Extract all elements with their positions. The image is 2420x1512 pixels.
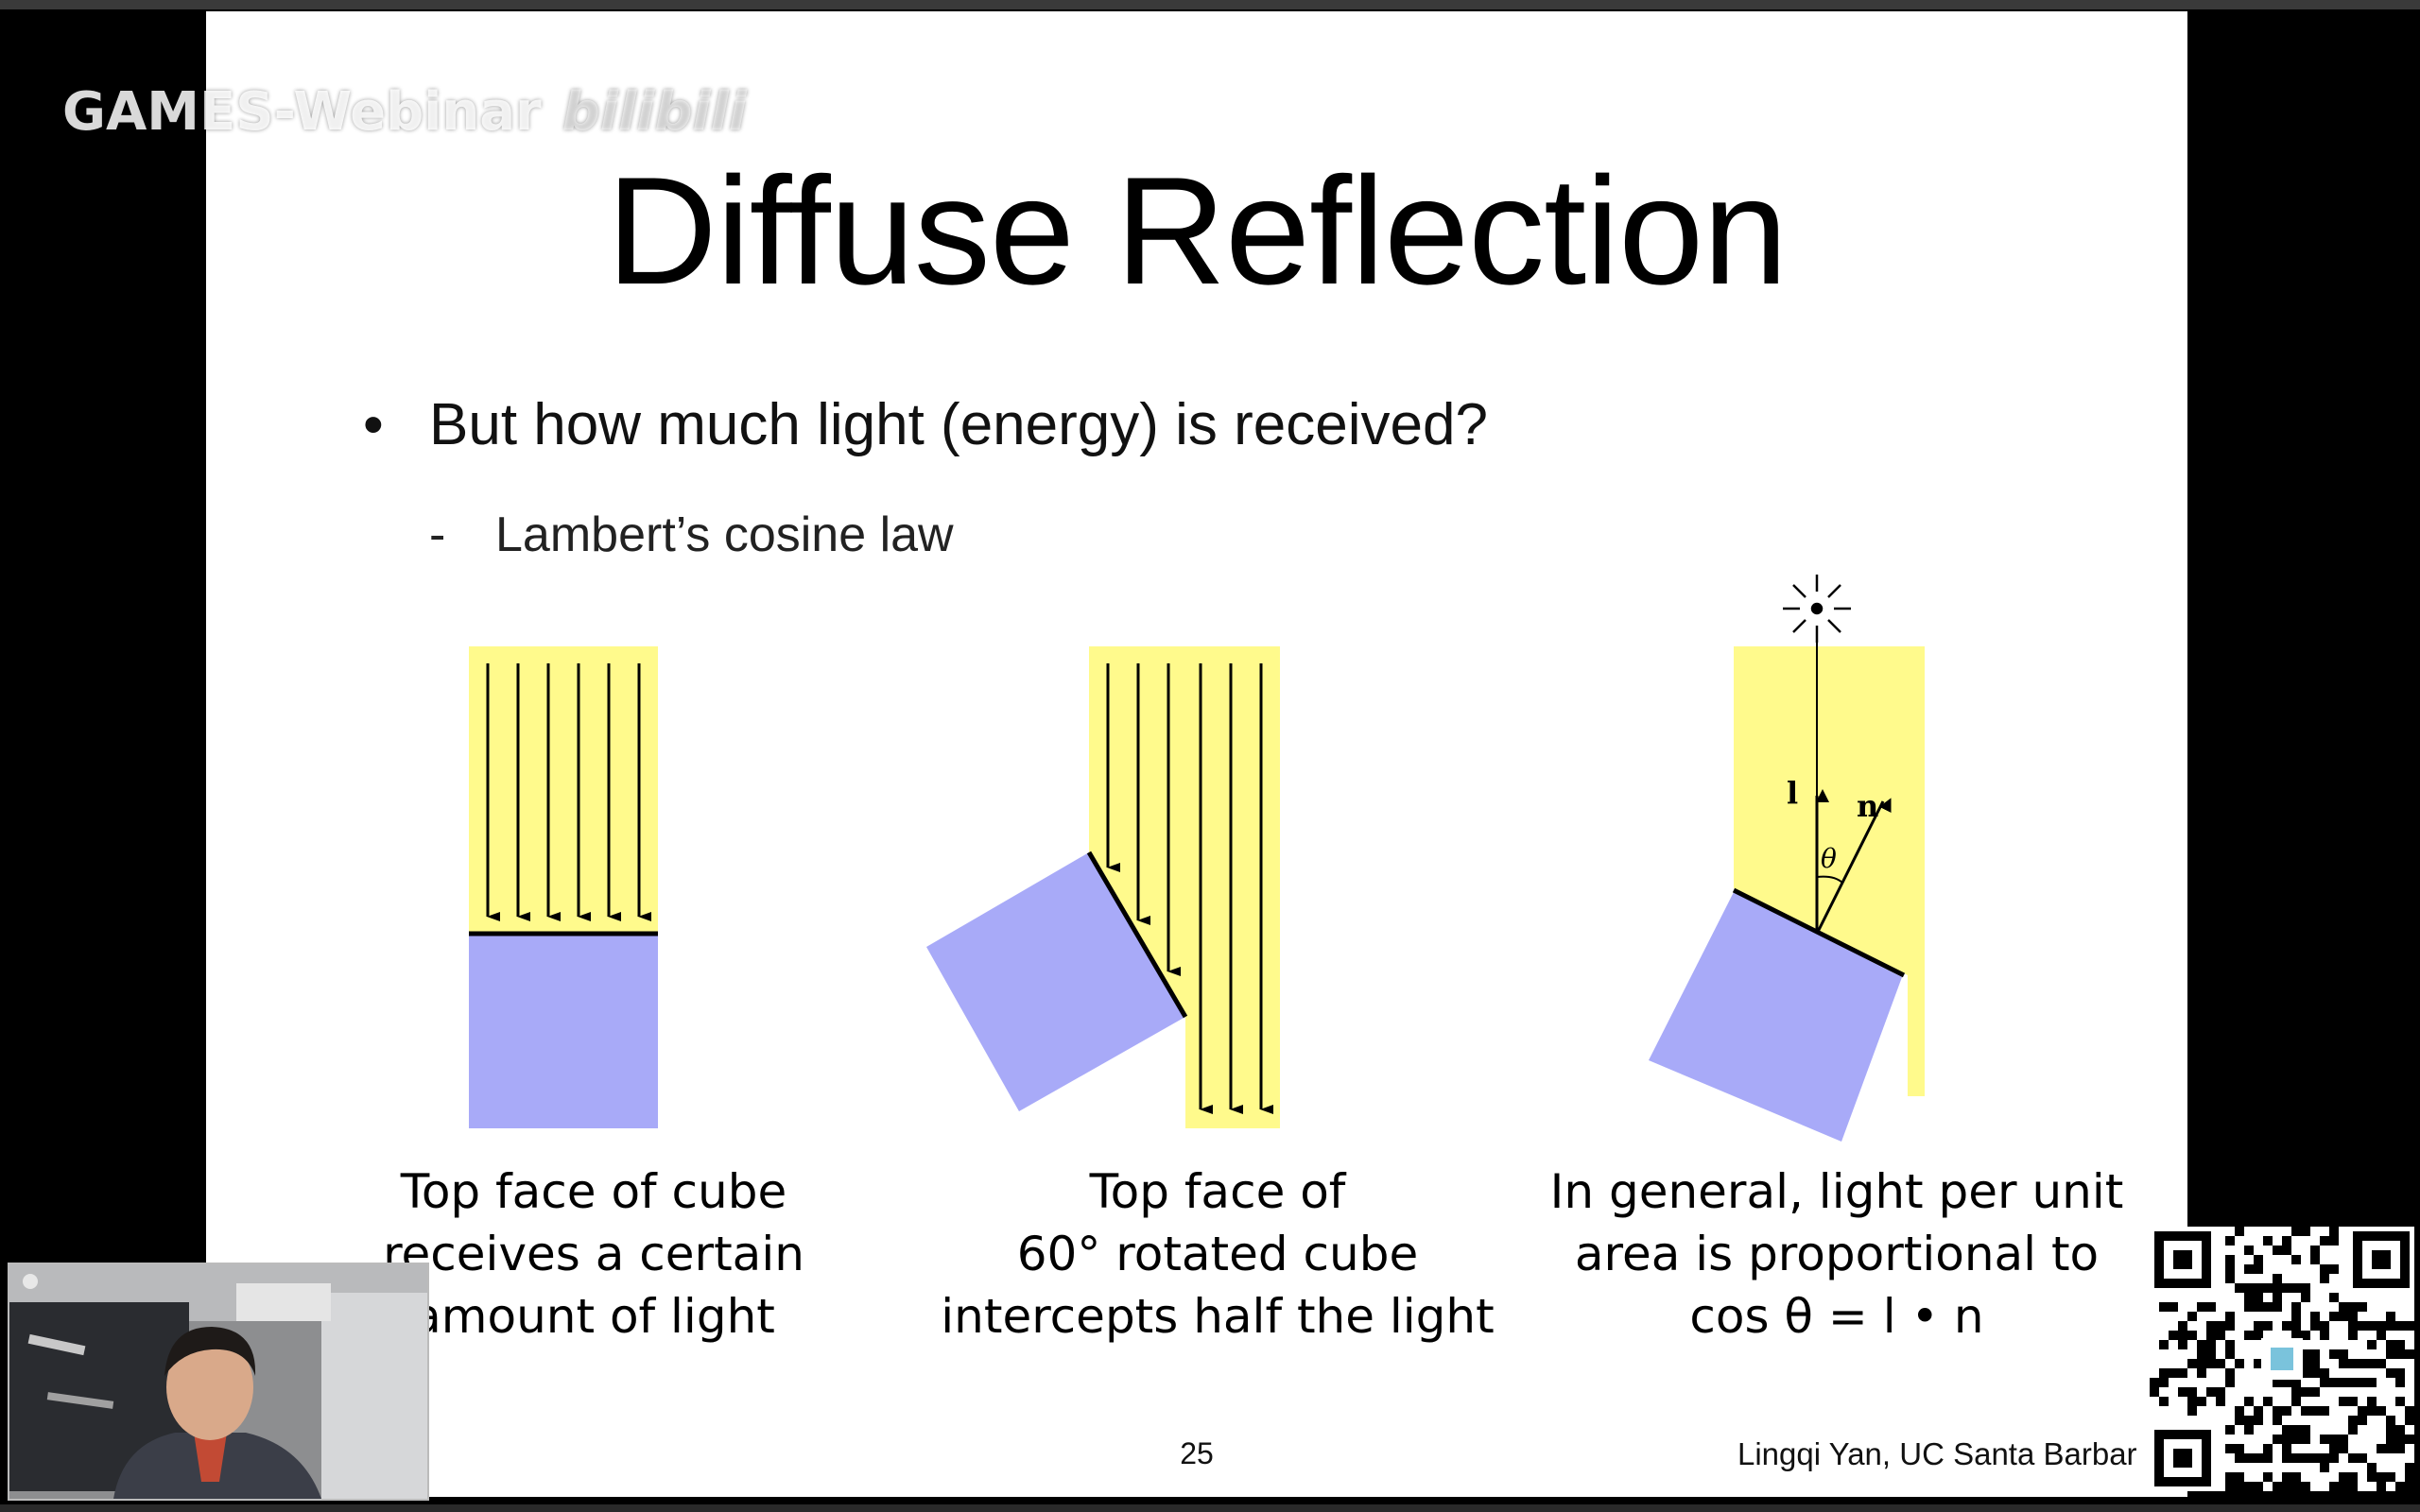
rotated-cube — [926, 852, 1185, 1111]
caption-line: cos θ = l • n — [1689, 1289, 1984, 1344]
sub-bullet-text: Lambert’s cosine law — [495, 507, 954, 562]
caption-line: area is proportional to — [1574, 1227, 2100, 1281]
figure-general-case: l n θ — [1649, 575, 1925, 1142]
figure-top-face — [469, 646, 658, 1128]
bullet-text: But how much light (energy) is received? — [429, 392, 1488, 457]
caption-general: In general, light per unit area is propo… — [1548, 1160, 2125, 1348]
bullet-point: • But how much light (energy) is received… — [363, 391, 1488, 458]
author-credit: Lingqi Yan, UC Santa Barbar — [1737, 1436, 2137, 1471]
presenter — [113, 1327, 321, 1499]
top-bar — [0, 0, 2420, 9]
camera-indicator-icon — [23, 1274, 38, 1289]
caption-line: intercepts half the light — [941, 1289, 1495, 1344]
caption-rotated-cube: Top face of 60° rotated cube intercepts … — [934, 1160, 1501, 1348]
caption-line: Top face of — [1089, 1164, 1346, 1219]
normal-vector-label: n — [1857, 788, 1878, 824]
light-vector-label: l — [1787, 775, 1798, 811]
lambert-figures: l n θ — [469, 575, 1925, 1142]
cube-face — [469, 934, 658, 1128]
bullet-marker: • — [363, 392, 384, 457]
slide-title: Diffuse Reflection — [606, 146, 1789, 317]
tilted-cube — [1649, 892, 1902, 1142]
stream-watermark: GAMES-Webinar bilibili — [62, 81, 747, 143]
theta-label: θ — [1821, 843, 1837, 874]
caption-line: Top face of cube — [400, 1164, 787, 1219]
caption-top-face: Top face of cube receives a certain amou… — [348, 1160, 839, 1348]
sub-bullet: - Lambert’s cosine law — [429, 507, 954, 563]
qr-code — [2150, 1227, 2414, 1496]
bilibili-logo: bilibili — [562, 81, 747, 143]
page-number: 25 — [1180, 1436, 1214, 1470]
caption-line: receives a certain — [383, 1227, 804, 1281]
caption-line: 60° rotated cube — [1016, 1227, 1419, 1281]
light-source-icon — [1783, 575, 1851, 643]
webcam-overlay — [8, 1263, 429, 1501]
qr-code-graphic — [2150, 1227, 2414, 1491]
caption-line: In general, light per unit — [1549, 1164, 2124, 1219]
figure-rotated-cube — [926, 646, 1280, 1128]
watermark-text: GAMES-Webinar — [62, 81, 542, 143]
slide: Diffuse Reflection • But how much light (… — [206, 11, 2187, 1497]
caption-line: amount of light — [412, 1289, 775, 1344]
bottom-bar — [0, 1504, 2420, 1512]
sub-bullet-marker: - — [429, 507, 446, 562]
presenter-video — [9, 1264, 427, 1499]
